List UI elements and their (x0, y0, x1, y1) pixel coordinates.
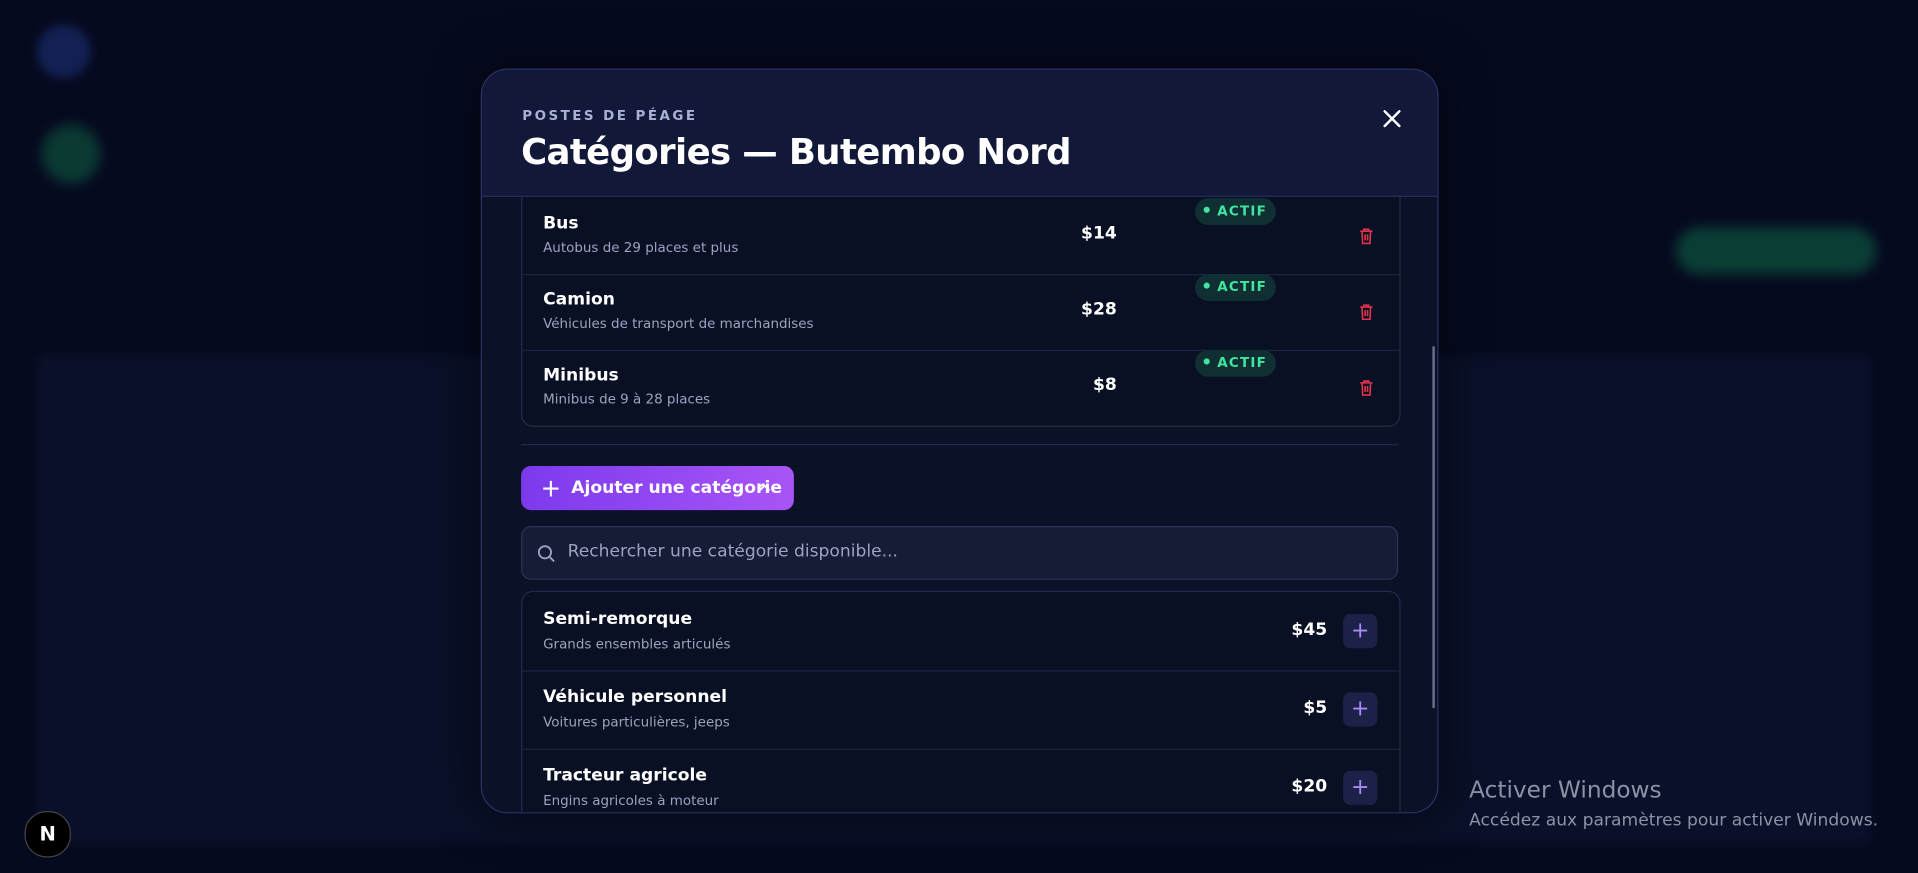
category-price: $14 (1081, 223, 1117, 244)
close-button[interactable] (1380, 106, 1404, 130)
category-description: Autobus de 29 places et plus (543, 239, 739, 256)
eyebrow: POSTES DE PÉAGE (522, 107, 698, 124)
available-row: Véhicule personnel Voitures particulières… (522, 670, 1400, 750)
modal-title: Catégories — Butembo Nord (521, 130, 1071, 173)
add-item-button[interactable]: + (1343, 614, 1378, 649)
add-item-button[interactable]: + (1343, 770, 1378, 805)
category-description: Engins agricoles à moteur (543, 792, 719, 809)
category-name: Véhicule personnel (543, 687, 728, 708)
scrollbar[interactable] (1432, 346, 1435, 709)
add-button-label: Ajouter une catégorie (571, 478, 782, 498)
category-price: $20 (1291, 776, 1328, 797)
assigned-row: Bus Autobus de 29 places et plus $14 ACTIF (522, 198, 1400, 276)
assigned-row: Camion Véhicules de transport de marchand… (522, 273, 1400, 352)
category-description: Véhicules de transport de marchandises (543, 315, 814, 332)
category-price: $45 (1291, 620, 1328, 640)
separator (521, 444, 1399, 446)
modal-body: Bus Autobus de 29 places et plus $14 ACTIF C… (482, 196, 1437, 813)
add-category-button[interactable]: + Ajouter une catégorie (521, 466, 794, 511)
category-description: Voitures particulières, jeeps (543, 714, 730, 731)
category-price: $5 (1303, 698, 1328, 719)
available-list: Semi-remorque Grands ensembles articulés $… (521, 590, 1401, 813)
available-row: Semi-remorque Grands ensembles articulés $… (522, 592, 1400, 672)
status-badge: ACTIF (1195, 273, 1276, 301)
category-name: Camion (543, 289, 615, 310)
category-name: Semi-remorque (543, 609, 693, 629)
category-price: $8 (1092, 375, 1117, 396)
assigned-list: Bus Autobus de 29 places et plus $14 ACTIF C… (521, 196, 1401, 427)
search-placeholder: Rechercher une catégorie disponible... (567, 541, 898, 562)
status-badge: ACTIF (1195, 198, 1276, 226)
category-name: Tracteur agricole (543, 765, 707, 786)
category-description: Grands ensembles articulés (543, 636, 731, 652)
watermark-subtitle: Accédez aux paramètres pour activer Wind… (1469, 810, 1879, 831)
modal-header: POSTES DE PÉAGE Catégories — Butembo Nor… (481, 69, 1438, 197)
bg-icon (41, 124, 101, 184)
dev-badge[interactable]: N (24, 810, 71, 858)
category-description: Minibus de 9 à 28 places (543, 391, 711, 408)
delete-button[interactable] (1359, 226, 1374, 249)
category-price: $28 (1081, 299, 1117, 320)
modal: POSTES DE PÉAGE Catégories — Butembo Nor… (480, 68, 1439, 814)
delete-button[interactable] (1359, 302, 1374, 325)
category-name: Minibus (543, 365, 619, 386)
assigned-row: Minibus Minibus de 9 à 28 places $8 ACTIF (522, 349, 1399, 426)
status-badge: ACTIF (1195, 349, 1276, 377)
bg-logo (36, 24, 91, 79)
add-item-button[interactable]: + (1343, 692, 1378, 727)
delete-button[interactable] (1359, 378, 1374, 401)
available-row: Tracteur agricole Engins agricoles à mote… (522, 749, 1399, 813)
category-name: Bus (543, 214, 579, 234)
search-input[interactable]: Rechercher une catégorie disponible... (521, 525, 1399, 580)
watermark-title: Activer Windows (1469, 776, 1662, 804)
bg-button (1675, 227, 1877, 274)
